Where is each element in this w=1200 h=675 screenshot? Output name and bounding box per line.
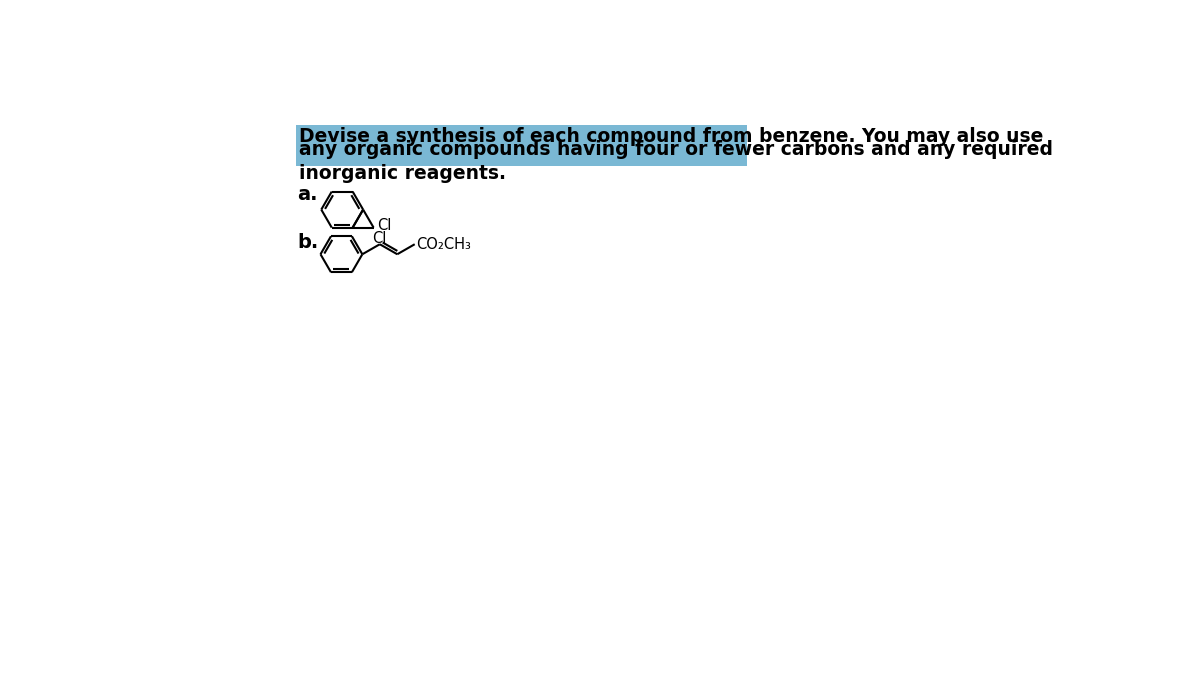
Text: Devise a synthesis of each compound from benzene. You may also use: Devise a synthesis of each compound from… <box>299 127 1043 146</box>
Text: any organic compounds having four or fewer carbons and any required: any organic compounds having four or few… <box>299 140 1052 159</box>
FancyBboxPatch shape <box>295 125 746 165</box>
Text: a.: a. <box>298 185 318 204</box>
Text: CO₂CH₃: CO₂CH₃ <box>416 237 472 252</box>
Text: Cl: Cl <box>377 218 391 234</box>
Text: b.: b. <box>298 234 318 252</box>
Text: Cl: Cl <box>372 231 386 246</box>
Text: inorganic reagents.: inorganic reagents. <box>299 164 506 183</box>
